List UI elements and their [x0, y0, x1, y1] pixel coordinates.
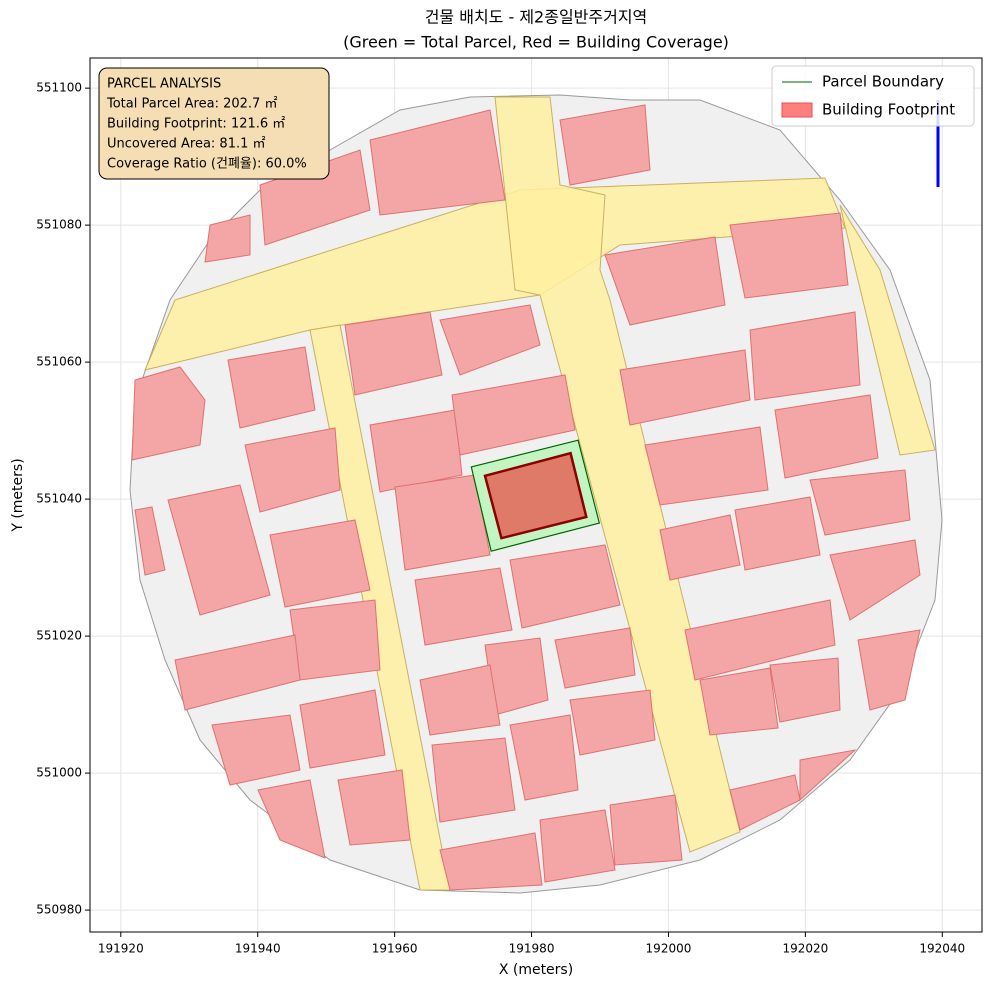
- chart-title: 건물 배치도 - 제2종일반주거지역: [425, 8, 648, 27]
- legend-label: Building Footprint: [822, 101, 955, 119]
- y-tick-label: 551100: [36, 81, 82, 95]
- y-tick-label: 551040: [36, 492, 82, 506]
- annotation-line: Building Footprint: 121.6 ㎡: [107, 117, 285, 132]
- annotation-line: Uncovered Area: 81.1 ㎡: [107, 137, 266, 152]
- x-tick-label: 191920: [98, 942, 144, 956]
- y-tick-label: 551060: [36, 355, 82, 369]
- plot-frame: [89, 57, 983, 933]
- base-map: [129, 94, 943, 894]
- y-axis-label: Y (meters): [10, 458, 26, 532]
- parcel-layer: [470, 439, 601, 552]
- x-tick-label: 191980: [509, 942, 555, 956]
- x-tick-label: 191940: [235, 942, 281, 956]
- x-axis-label: X (meters): [499, 962, 573, 978]
- legend: Parcel Boundary Building Footprint: [771, 65, 975, 127]
- annotation-line: Total Parcel Area: 202.7 ㎡: [106, 97, 277, 112]
- x-tick-label: 192040: [919, 942, 965, 956]
- y-tick-label: 551000: [36, 766, 82, 780]
- building-footprint: [483, 451, 588, 540]
- x-tick-label: 191960: [372, 942, 418, 956]
- legend-swatch: [781, 102, 813, 118]
- x-tick-label: 192020: [782, 942, 828, 956]
- annotation-line: Coverage Ratio (건폐율): 60.0%: [107, 157, 307, 172]
- legend-box: [771, 65, 975, 127]
- chart-subtitle: (Green = Total Parcel, Red = Building Co…: [343, 33, 729, 52]
- y-tick-label: 551020: [36, 629, 82, 643]
- annotation-background: [98, 67, 330, 180]
- legend-label: Parcel Boundary: [822, 73, 944, 91]
- y-tick-label: 551080: [36, 218, 82, 232]
- roads: [144, 96, 936, 891]
- buildings: [131, 104, 921, 891]
- x-tick-label: 192000: [646, 942, 692, 956]
- annotation-line: PARCEL ANALYSIS: [107, 77, 221, 92]
- y-tick-label: 550980: [36, 903, 82, 917]
- annotation-box: PARCEL ANALYSIS Total Parcel Area: 202.7…: [98, 67, 330, 180]
